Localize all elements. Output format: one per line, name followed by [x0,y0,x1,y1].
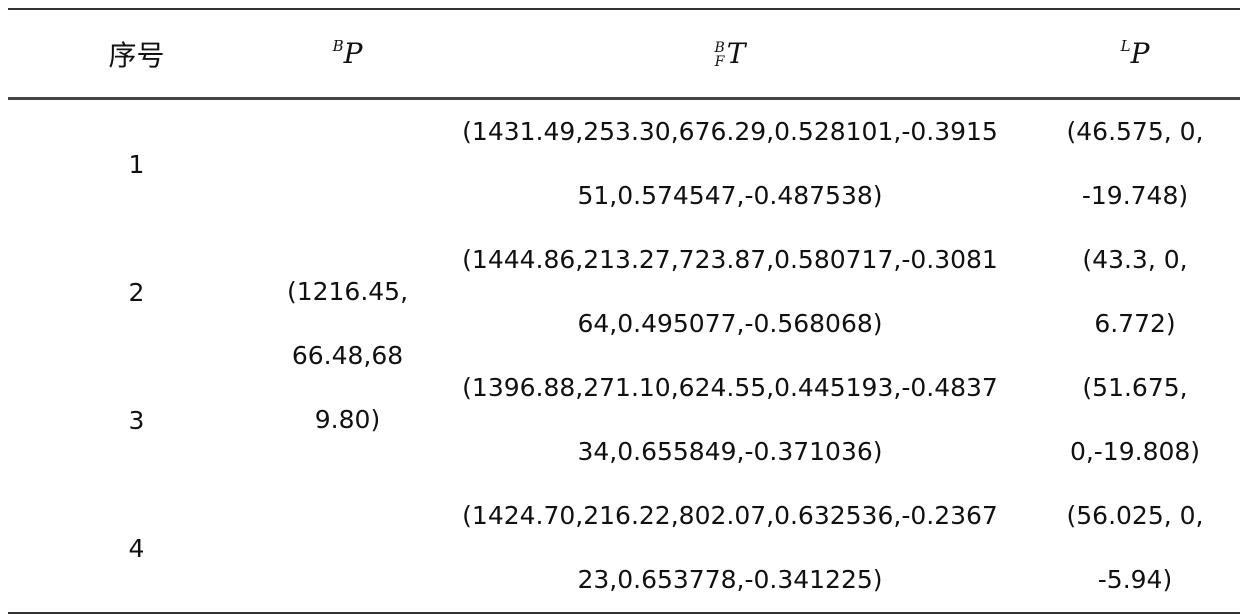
header-bp: BP [265,9,430,100]
bp-cell: (1216.45, 66.48,68 9.80) [265,99,430,614]
t-cell: (1424.70,216.22,802.07,0.632536,-0.2367 2… [430,484,1030,613]
cell-line: 9.80) [314,405,381,434]
superscript: B [332,37,344,55]
cell-line: -5.94) [1097,565,1173,594]
cell-line: (51.675, [1082,373,1188,402]
cell-line: 51,0.574547,-0.487538) [577,181,883,210]
symbol: P [343,37,363,70]
table-row: 1 (1216.45, 66.48,68 9.80) (1431.49,253.30,6… [8,99,1240,434]
table-body: 1 (1216.45, 66.48,68 9.80) (1431.49,253.30,6… [8,99,1240,614]
cell-line: 0,-19.808) [1069,437,1201,466]
index-cell: 4 [128,533,145,563]
cell-line: 23,0.653778,-0.341225) [577,565,883,594]
lp-cell: (46.575, 0, -19.748) [1030,99,1240,229]
cell-line: 64,0.495077,-0.568068) [577,309,883,338]
table-row: 2 (1444.86,213.27,723.87,0.580717,-0.3081… [8,228,1240,356]
t-cell: (1444.86,213.27,723.87,0.580717,-0.3081 6… [430,228,1030,356]
cell-line: 66.48,68 [291,341,404,370]
cell-line: 34,0.655849,-0.371036) [577,437,883,466]
header-text: 序号 [108,38,165,72]
t-cell: (1396.88,271.10,624.55,0.445193,-0.4837 3… [430,356,1030,484]
lp-cell: (56.025, 0, -5.94) [1030,484,1240,613]
superscript: L [1120,37,1131,55]
cell-line: (1444.86,213.27,723.87,0.580717,-0.3081 [462,245,998,274]
cell-line: (46.575, 0, [1066,117,1204,146]
table-row: 4 (1424.70,216.22,802.07,0.632536,-0.2367… [8,484,1240,613]
index-cell: 3 [128,405,145,435]
table-row: 3 (1396.88,271.10,624.55,0.445193,-0.4837… [8,356,1240,484]
cell-line: 6.772) [1094,309,1176,338]
symbol: P [1130,37,1150,70]
cell-line: (1424.70,216.22,802.07,0.632536,-0.2367 [462,501,998,530]
cell-line: (43.3, 0, [1082,245,1188,274]
header-lp: LP [1030,9,1240,100]
cell-line: (56.025, 0, [1066,501,1204,530]
index-cell: 2 [128,277,145,307]
lp-cell: (51.675, 0,-19.808) [1030,356,1240,484]
cell-line: -19.748) [1081,181,1189,210]
subscript: F [714,54,725,70]
cell-line: (1396.88,271.10,624.55,0.445193,-0.4837 [462,373,998,402]
header-index: 序号 [8,9,265,100]
cell-line: (1431.49,253.30,676.29,0.528101,-0.3915 [462,117,998,146]
t-cell: (1431.49,253.30,676.29,0.528101,-0.3915 5… [430,99,1030,229]
lp-cell: (43.3, 0, 6.772) [1030,228,1240,356]
superscript: B [714,40,725,56]
cell-line: (1216.45, [286,277,409,306]
symbol: T [726,37,746,70]
index-cell: 1 [128,149,145,179]
